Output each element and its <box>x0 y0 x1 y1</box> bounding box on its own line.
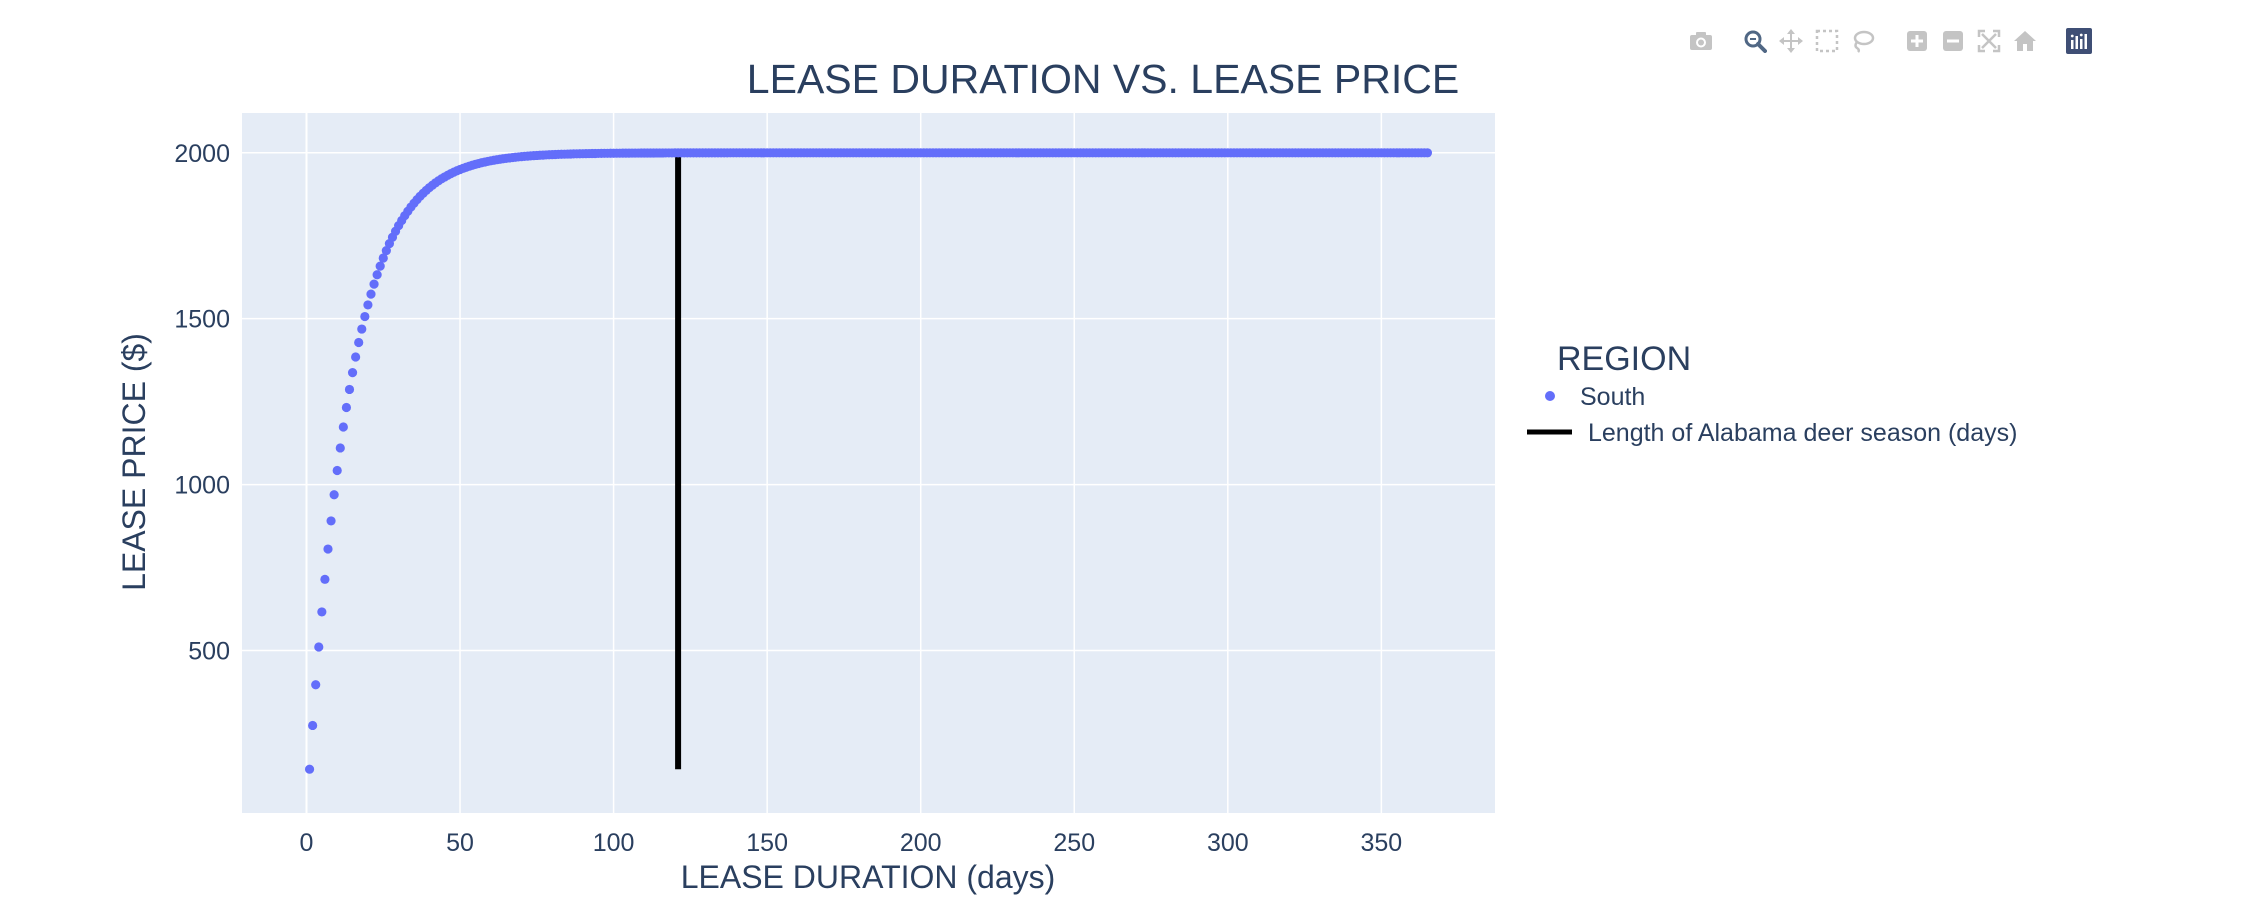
legend-marker-south <box>1545 391 1555 401</box>
data-point[interactable] <box>369 279 379 289</box>
box-select-icon[interactable] <box>1809 26 1845 56</box>
data-point[interactable] <box>314 642 324 652</box>
data-point[interactable] <box>335 443 345 453</box>
zoom-out-icon[interactable] <box>1935 26 1971 56</box>
x-gridlines <box>305 113 1383 813</box>
data-point[interactable] <box>341 402 352 413</box>
data-point[interactable] <box>372 270 382 280</box>
legend-label-south: South <box>1580 383 1645 411</box>
x-tick-label-250: 250 <box>1053 829 1095 857</box>
data-point[interactable] <box>366 289 376 299</box>
legend-label-deer-season: Length of Alabama deer season (days) <box>1588 419 2017 447</box>
data-point[interactable] <box>332 465 342 476</box>
x-tick-label-50: 50 <box>446 829 474 857</box>
y-tick-label-1000: 1000 <box>174 472 230 500</box>
y-tick-label-500: 500 <box>188 637 230 665</box>
data-point[interactable] <box>351 352 361 362</box>
autoscale-icon[interactable] <box>1971 26 2007 56</box>
data-point[interactable] <box>311 680 321 690</box>
x-tick-label-100: 100 <box>593 829 635 857</box>
data-point[interactable] <box>329 490 339 500</box>
data-point[interactable] <box>338 422 348 432</box>
plotly-logo-icon[interactable] <box>2061 26 2097 56</box>
zoom-in-icon[interactable] <box>1899 26 1935 56</box>
series-south-points <box>304 148 1433 774</box>
data-point[interactable] <box>323 544 333 554</box>
data-point[interactable] <box>317 607 327 617</box>
x-tick-label-350: 350 <box>1361 829 1403 857</box>
data-point[interactable] <box>378 253 388 263</box>
data-point[interactable] <box>357 324 367 334</box>
modebar <box>1683 26 2115 56</box>
reset-axes-icon[interactable] <box>2007 26 2043 56</box>
x-tick-label-200: 200 <box>900 829 942 857</box>
camera-icon[interactable] <box>1683 26 1719 56</box>
legend-item-south[interactable]: South <box>1545 383 1645 411</box>
data-point[interactable] <box>326 516 336 526</box>
x-tick-labels: 0 50 100 150 200 250 300 350 <box>300 829 1403 857</box>
plot-area[interactable] <box>242 113 1495 813</box>
chart-title: LEASE DURATION VS. LEASE PRICE <box>747 56 1459 102</box>
legend-item-deer-season[interactable]: Length of Alabama deer season (days) <box>1527 419 2017 447</box>
lasso-select-icon[interactable] <box>1845 26 1881 56</box>
legend: REGION South Length of Alabama deer seas… <box>1527 340 2017 447</box>
x-tick-label-0: 0 <box>300 829 314 857</box>
pan-icon[interactable] <box>1773 26 1809 56</box>
data-point[interactable] <box>304 764 315 774</box>
y-tick-label-1500: 1500 <box>174 306 230 334</box>
modebar-group-export <box>1683 26 1719 56</box>
y-tick-label-2000: 2000 <box>174 140 230 168</box>
legend-title: REGION <box>1557 340 1691 378</box>
zoom-icon[interactable] <box>1737 26 1773 56</box>
x-tick-label-300: 300 <box>1207 829 1249 857</box>
data-point[interactable] <box>381 245 391 256</box>
data-point[interactable] <box>347 368 358 378</box>
modebar-group-drag <box>1737 26 1881 56</box>
data-point[interactable] <box>308 720 318 731</box>
data-point[interactable] <box>360 311 370 322</box>
data-point[interactable] <box>375 261 385 271</box>
y-tick-labels: 500 1000 1500 2000 <box>174 140 230 666</box>
data-point[interactable] <box>320 574 330 584</box>
modebar-group-zoom <box>1899 26 2043 56</box>
data-point[interactable] <box>344 384 355 395</box>
modebar-group-logo <box>2061 26 2097 56</box>
data-point[interactable] <box>354 337 364 348</box>
x-tick-label-150: 150 <box>746 829 788 857</box>
data-point[interactable] <box>1422 148 1433 158</box>
x-axis-title: LEASE DURATION (days) <box>681 859 1056 895</box>
data-point[interactable] <box>363 300 373 310</box>
y-axis-title: LEASE PRICE ($) <box>116 333 152 591</box>
